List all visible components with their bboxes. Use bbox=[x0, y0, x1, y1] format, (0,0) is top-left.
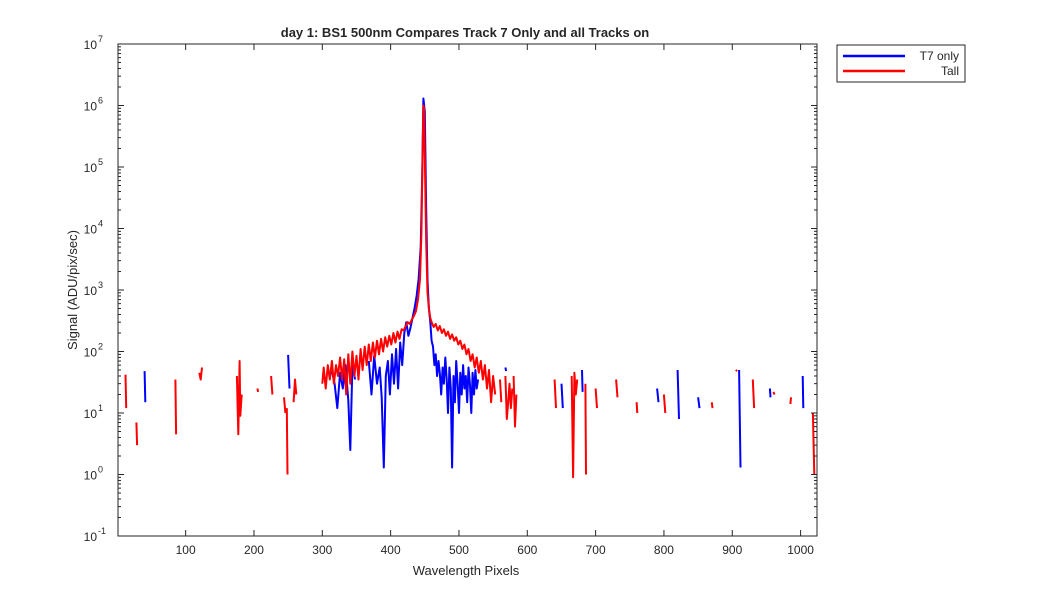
x-tick-label: 800 bbox=[654, 543, 674, 557]
series-line-tall bbox=[512, 375, 518, 428]
series-line-t7-only bbox=[287, 354, 291, 389]
legend-box bbox=[836, 44, 966, 83]
series-line-tall bbox=[735, 369, 738, 372]
series-line-tall bbox=[198, 367, 203, 381]
chart-title: day 1: BS1 500nm Compares Track 7 Only a… bbox=[281, 25, 650, 40]
series-line-tall bbox=[285, 408, 289, 475]
series-line-tall bbox=[124, 374, 128, 409]
series-line-tall bbox=[772, 391, 776, 395]
series-line-tall bbox=[584, 383, 587, 475]
y-tick-label: 10 bbox=[84, 346, 98, 360]
series-line-t7-only bbox=[801, 375, 805, 409]
series-line-tall bbox=[270, 375, 274, 395]
y-tick-exponent: 3 bbox=[98, 280, 103, 290]
x-tick-label: 500 bbox=[449, 543, 469, 557]
y-tick-label: 10 bbox=[84, 284, 98, 298]
series-t7-only bbox=[143, 97, 805, 469]
y-tick-label: 10 bbox=[84, 407, 98, 421]
series-line-t7-only bbox=[697, 397, 701, 409]
series-line-tall bbox=[635, 402, 639, 414]
series-line-t7-only bbox=[560, 383, 564, 409]
series-line-t7-only bbox=[367, 97, 480, 469]
x-tick-label: 1000 bbox=[787, 543, 814, 557]
series-line-tall bbox=[292, 378, 298, 403]
y-tick-exponent: 7 bbox=[98, 34, 103, 44]
series-line-tall bbox=[662, 394, 667, 414]
series-line-tall bbox=[553, 379, 557, 409]
y-tick-label: 10 bbox=[84, 100, 98, 114]
y-axis-label: Signal (ADU/pix/sec) bbox=[65, 230, 80, 350]
y-tick-exponent: 2 bbox=[98, 342, 103, 352]
series-line-tall bbox=[811, 412, 816, 475]
series-line-t7-only bbox=[676, 369, 680, 420]
series-line-tall bbox=[594, 388, 598, 409]
series-line-t7-only bbox=[581, 369, 584, 392]
x-tick-label: 700 bbox=[586, 543, 606, 557]
series-line-tall bbox=[135, 422, 139, 446]
series-line-tall bbox=[174, 379, 178, 435]
series-line-t7-only bbox=[504, 367, 508, 372]
series-line-t7-only bbox=[738, 369, 742, 468]
y-tick-label: 10 bbox=[84, 223, 98, 237]
x-tick-label: 300 bbox=[312, 543, 332, 557]
series-line-tall bbox=[235, 360, 243, 436]
data-layer bbox=[124, 97, 816, 479]
series-line-tall bbox=[751, 379, 756, 409]
series-line-t7-only bbox=[330, 364, 357, 451]
series-line-t7-only bbox=[143, 371, 147, 403]
series-line-tall bbox=[710, 402, 714, 409]
x-tick-label: 200 bbox=[244, 543, 264, 557]
y-tick-exponent: 0 bbox=[98, 465, 103, 475]
series-line-tall bbox=[615, 379, 619, 398]
plot-area bbox=[118, 44, 817, 536]
y-tick-exponent: 4 bbox=[98, 219, 103, 229]
y-tick-label: 10 bbox=[84, 38, 98, 52]
series-line-tall bbox=[789, 397, 792, 405]
series-line-tall bbox=[504, 375, 514, 420]
x-axis-label: Wavelength Pixels bbox=[413, 563, 520, 578]
series-line-t7-only bbox=[768, 388, 772, 398]
series-line-tall bbox=[283, 397, 287, 414]
x-tick-label: 600 bbox=[517, 543, 537, 557]
y-tick-exponent: -1 bbox=[98, 526, 106, 536]
y-tick-exponent: 6 bbox=[98, 96, 103, 106]
x-tick-label: 100 bbox=[176, 543, 196, 557]
series-tall bbox=[124, 104, 816, 479]
series-line-t7-only bbox=[656, 388, 660, 403]
legend: T7 only Tall bbox=[836, 44, 966, 83]
x-tick-label: 400 bbox=[381, 543, 401, 557]
y-tick-label: 10 bbox=[84, 530, 98, 544]
series-line-tall bbox=[570, 371, 579, 479]
y-tick-label: 10 bbox=[84, 469, 98, 483]
series-line-tall bbox=[499, 379, 503, 403]
y-tick-exponent: 1 bbox=[98, 403, 103, 413]
legend-label-t7-only: T7 only bbox=[920, 49, 959, 63]
x-tick-label: 900 bbox=[722, 543, 742, 557]
series-line-tall bbox=[321, 104, 497, 404]
y-tick-label: 10 bbox=[84, 161, 98, 175]
legend-label-tall: Tall bbox=[941, 64, 959, 78]
y-tick-exponent: 5 bbox=[98, 157, 103, 167]
series-line-tall bbox=[256, 388, 260, 393]
